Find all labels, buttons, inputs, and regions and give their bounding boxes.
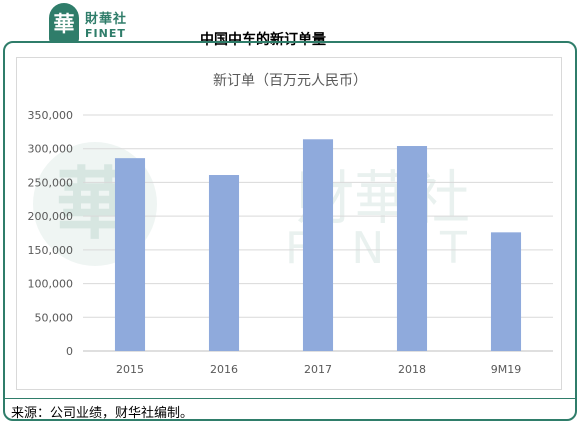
bar-2016 <box>208 175 240 351</box>
y-axis: 0 50,000 100,000 150,000 200,000 250,000 300,0… <box>28 109 74 358</box>
x-tick-label: 9M19 <box>491 363 522 376</box>
footer-divider <box>5 398 575 399</box>
x-tick-label: 2017 <box>304 363 332 376</box>
content-frame <box>3 41 577 421</box>
y-tick-label: 350,000 <box>28 109 74 122</box>
logo-glyph: 華 <box>53 12 75 36</box>
x-tick-label: 2016 <box>210 363 238 376</box>
x-tick-label: 2015 <box>116 363 144 376</box>
bar-2018 <box>396 146 428 351</box>
page-title: 中国中车的新订单量 <box>200 32 326 48</box>
bars <box>114 139 522 351</box>
bar-2015 <box>114 158 146 351</box>
y-tick-label: 200,000 <box>28 210 74 223</box>
chart-area: 華 財華社 FINET 新订单（百万元人民币） 0 50,000 100,000 15… <box>16 57 562 390</box>
y-tick-label: 100,000 <box>28 278 74 291</box>
brand: 財華社 FINET <box>85 8 127 40</box>
logo-icon: 華 <box>49 3 79 43</box>
brand-name-cn: 財華社 <box>85 12 128 27</box>
bar-9m19 <box>490 232 522 351</box>
y-tick-label: 250,000 <box>28 176 74 189</box>
y-tick-label: 50,000 <box>35 311 74 324</box>
y-tick-label: 300,000 <box>28 143 74 156</box>
y-tick-label: 0 <box>66 345 73 358</box>
y-tick-label: 150,000 <box>28 244 74 257</box>
x-tick-label: 2018 <box>398 363 426 376</box>
bar-chart: 華 財華社 FINET 新订单（百万元人民币） 050,000100,00015… <box>28 73 553 376</box>
x-axis: 2015 2016 2017 2018 9M19 <box>116 363 521 376</box>
bar-2017 <box>302 139 334 351</box>
chart-title: 新订单（百万元人民币） <box>213 73 367 89</box>
source-note: 来源：公司业绩，财华社编制。 <box>11 406 194 421</box>
brand-name-en: FINET <box>85 27 126 40</box>
